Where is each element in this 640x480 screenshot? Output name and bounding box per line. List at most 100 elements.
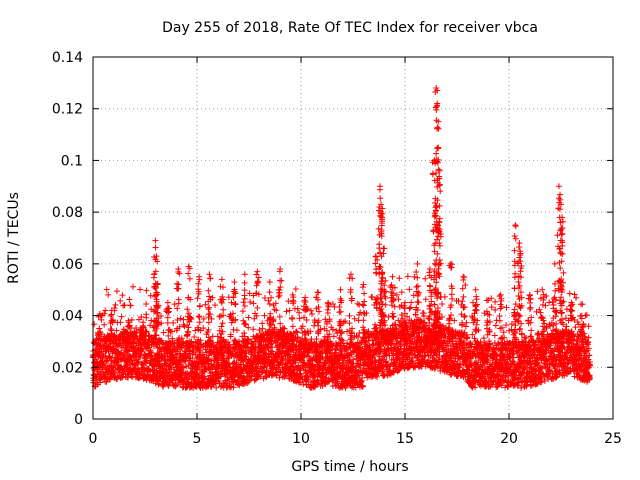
data-point	[404, 273, 411, 280]
data-point	[323, 327, 330, 334]
data-point	[250, 326, 257, 333]
data-point	[535, 330, 542, 337]
data-point	[329, 326, 336, 333]
data-point	[245, 324, 252, 331]
data-point	[98, 342, 105, 349]
data-point	[126, 296, 133, 303]
data-point	[128, 316, 135, 323]
data-point	[120, 302, 127, 309]
data-point	[258, 338, 265, 345]
data-point	[352, 369, 359, 376]
data-point	[307, 379, 314, 386]
data-point	[492, 322, 499, 329]
data-point	[242, 353, 249, 360]
data-point	[357, 344, 364, 351]
data-point	[273, 307, 280, 314]
data-point	[177, 315, 184, 322]
data-point	[150, 363, 157, 370]
data-point	[93, 377, 100, 384]
data-point	[244, 344, 251, 351]
data-point	[135, 358, 142, 365]
data-point	[208, 315, 215, 322]
data-point	[168, 328, 175, 335]
data-point	[170, 319, 177, 326]
data-point	[492, 298, 499, 305]
data-point	[399, 361, 406, 368]
data-point	[261, 351, 268, 358]
data-point	[355, 334, 362, 341]
data-point	[401, 365, 408, 372]
data-point	[347, 359, 354, 366]
data-point	[295, 379, 302, 386]
data-point	[359, 374, 366, 381]
data-point	[229, 310, 236, 317]
data-point	[309, 310, 316, 317]
data-point	[308, 336, 315, 343]
data-point	[148, 349, 155, 356]
data-point	[111, 370, 118, 377]
data-point	[404, 313, 411, 320]
data-point	[268, 340, 275, 347]
data-point	[133, 324, 140, 331]
data-point	[227, 364, 234, 371]
data-point	[396, 303, 403, 310]
data-point	[117, 319, 124, 326]
data-point	[338, 350, 345, 357]
data-point	[202, 301, 209, 308]
data-point	[200, 315, 207, 322]
data-point	[158, 312, 165, 319]
data-point	[250, 300, 257, 307]
data-point	[282, 372, 289, 379]
data-point	[276, 374, 283, 381]
data-point	[373, 332, 380, 339]
data-point	[194, 364, 201, 371]
data-point	[366, 342, 373, 349]
data-point	[406, 305, 413, 312]
data-point	[273, 372, 280, 379]
data-point	[261, 295, 268, 302]
data-point	[181, 323, 188, 330]
data-point	[230, 384, 237, 391]
data-point	[386, 363, 393, 370]
data-point	[480, 335, 487, 342]
data-point	[412, 311, 419, 318]
data-point	[119, 292, 126, 299]
data-point	[214, 333, 221, 340]
data-point	[294, 305, 301, 312]
data-point	[422, 296, 429, 303]
data-point	[130, 283, 137, 290]
data-point	[411, 273, 418, 280]
data-point	[329, 300, 336, 307]
data-point	[113, 288, 120, 295]
data-point	[216, 327, 223, 334]
data-point	[337, 308, 344, 315]
data-point	[339, 337, 346, 344]
data-point	[492, 306, 499, 313]
data-point	[319, 355, 326, 362]
data-point	[398, 302, 405, 309]
data-point	[330, 333, 337, 340]
data-point	[143, 300, 150, 307]
data-point	[112, 301, 119, 308]
data-point	[155, 380, 162, 387]
data-point	[439, 300, 446, 307]
data-point	[241, 353, 248, 360]
data-point	[308, 307, 315, 314]
data-point	[307, 328, 314, 335]
data-point	[259, 345, 266, 352]
data-point	[292, 285, 299, 292]
data-point	[91, 321, 98, 328]
data-point	[103, 286, 110, 293]
data-point	[359, 383, 366, 390]
data-point	[354, 300, 361, 307]
data-point	[98, 316, 105, 323]
data-point	[109, 363, 116, 370]
data-point	[102, 307, 109, 314]
data-point	[169, 339, 176, 346]
data-point	[147, 292, 154, 299]
data-point	[394, 367, 401, 374]
data-point	[380, 373, 387, 379]
data-point	[182, 358, 189, 365]
data-point	[163, 367, 170, 374]
